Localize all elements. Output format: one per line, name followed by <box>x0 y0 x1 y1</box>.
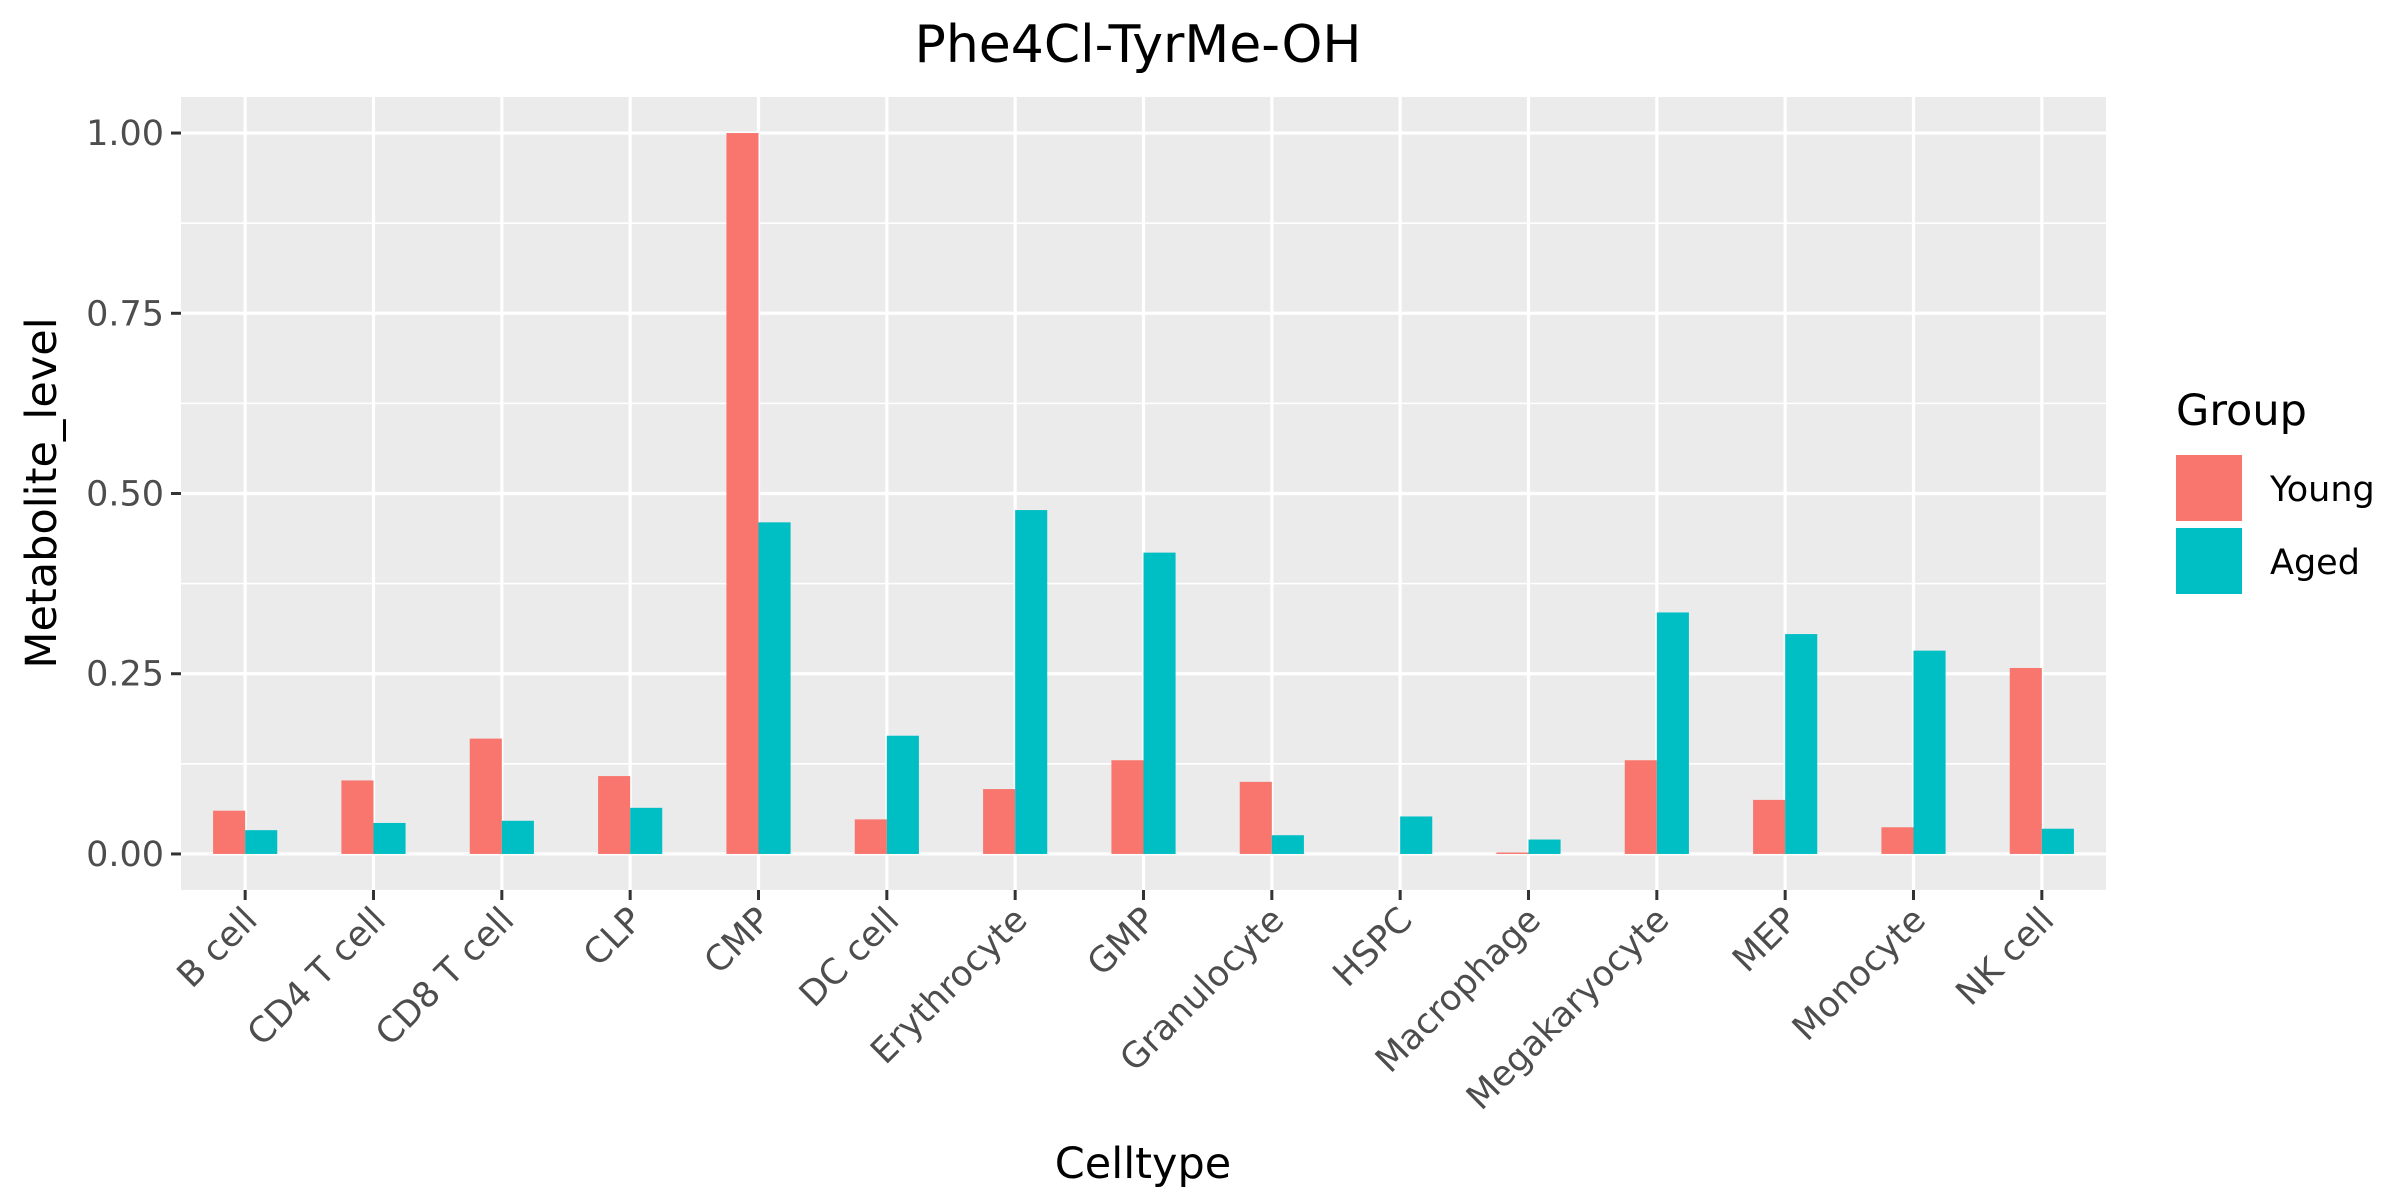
bar-aged <box>1528 839 1561 854</box>
bar-aged <box>886 735 919 854</box>
legend-title: Group <box>2176 386 2307 436</box>
y-tick-label: 0.50 <box>86 475 164 515</box>
bar-young <box>726 133 759 854</box>
bar-aged <box>245 830 278 854</box>
legend-label-young: Young <box>2269 470 2375 510</box>
bar-young <box>469 738 502 854</box>
y-tick-label: 0.75 <box>86 294 164 334</box>
y-tick-label: 1.00 <box>86 114 164 154</box>
y-tick-label: 0.25 <box>86 655 164 695</box>
bar-young <box>1881 827 1914 854</box>
y-axis: 0.00 0.25 0.50 0.75 1.00 <box>86 114 181 875</box>
bar-aged <box>1913 650 1946 854</box>
bar-aged <box>1656 612 1689 854</box>
bars <box>213 133 2074 854</box>
bar-young <box>1753 799 1786 854</box>
bar-aged <box>2041 828 2074 854</box>
bar-aged <box>501 820 534 854</box>
legend-swatch-young <box>2176 455 2242 521</box>
bar-young <box>1624 760 1657 854</box>
y-tick-label: 0.00 <box>86 835 164 875</box>
chart-title: Phe4Cl-TyrMe-OH <box>914 15 1361 75</box>
bar-young <box>1496 852 1529 854</box>
bar-young <box>341 780 374 854</box>
legend-label-aged: Aged <box>2270 543 2360 583</box>
legend-swatch-aged <box>2176 528 2242 594</box>
y-axis-title: Metabolite_level <box>17 317 67 668</box>
legend-items: Young Aged <box>2176 455 2375 594</box>
bar-young <box>1239 781 1272 854</box>
bar-young <box>983 789 1016 854</box>
bar-aged <box>1143 552 1176 854</box>
bar-aged <box>1400 816 1433 854</box>
bar-aged <box>1271 835 1304 854</box>
x-axis-title: Celltype <box>1055 1139 1231 1189</box>
bar-aged <box>1015 510 1048 854</box>
bar-young <box>213 810 246 854</box>
bar-young <box>854 819 887 854</box>
bar-aged <box>373 822 406 854</box>
bar-young <box>1111 760 1144 854</box>
bar-aged <box>758 522 791 854</box>
bar-aged <box>630 807 663 854</box>
legend: Group Young Aged <box>2176 386 2375 594</box>
bar-aged <box>1785 634 1818 854</box>
bar-young <box>2009 667 2042 854</box>
bar-young <box>598 776 631 854</box>
